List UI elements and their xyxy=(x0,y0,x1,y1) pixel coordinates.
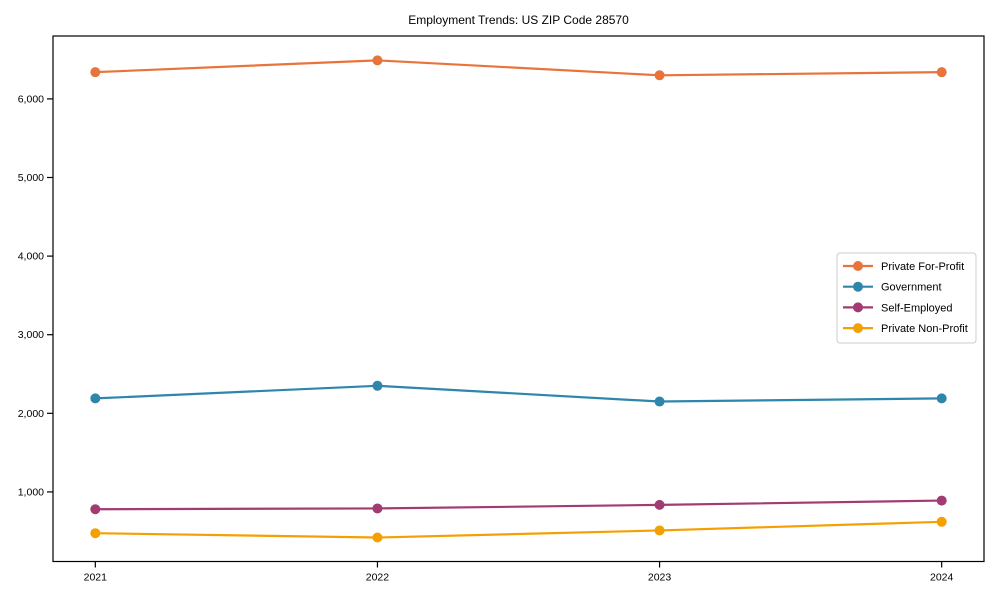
series-line-government xyxy=(95,384,942,403)
chart-title: Employment Trends: US ZIP Code 28570 xyxy=(408,13,629,27)
series-marker-government xyxy=(372,380,383,391)
x-tick-label: 2024 xyxy=(930,572,954,584)
legend-marker-sample xyxy=(853,323,863,334)
series-line-self-employed xyxy=(95,499,942,511)
series-marker-self-employed xyxy=(654,499,665,510)
series-marker-self-employed xyxy=(90,504,101,515)
series-line-private-for-profit xyxy=(95,59,942,77)
series-marker-private-for-profit xyxy=(654,70,665,81)
legend-marker-sample xyxy=(853,281,863,292)
legend-marker-sample xyxy=(853,261,863,271)
plot-border xyxy=(52,35,985,563)
series-marker-government xyxy=(654,396,665,407)
series-marker-government xyxy=(936,393,947,404)
legend-label: Private Non-Profit xyxy=(881,323,968,335)
series-line-private-non-profit xyxy=(95,520,942,539)
series-marker-private-for-profit xyxy=(90,67,101,78)
legend-marker-sample xyxy=(853,302,863,313)
series-marker-private-non-profit xyxy=(90,528,101,539)
series-marker-private-for-profit xyxy=(372,55,383,66)
series-marker-self-employed xyxy=(372,503,383,514)
x-tick-label: 2021 xyxy=(84,572,108,584)
legend-label: Private For-Profit xyxy=(881,261,964,273)
y-tick-label: 3,000 xyxy=(18,329,44,341)
series-marker-private-non-profit xyxy=(372,532,383,543)
series-marker-private-non-profit xyxy=(936,516,947,527)
y-tick-label: 2,000 xyxy=(18,408,44,420)
series-marker-private-non-profit xyxy=(654,525,665,536)
y-tick-label: 5,000 xyxy=(18,172,44,184)
legend-box xyxy=(836,252,977,344)
x-tick-label: 2022 xyxy=(366,572,390,584)
y-tick-label: 4,000 xyxy=(18,251,44,263)
series-marker-government xyxy=(90,393,101,404)
y-tick-label: 6,000 xyxy=(18,93,44,105)
y-tick-label: 1,000 xyxy=(18,486,44,498)
series-marker-self-employed xyxy=(936,495,947,506)
legend-label: Government xyxy=(881,282,942,294)
x-tick-label: 2023 xyxy=(648,572,672,584)
legend-label: Self-Employed xyxy=(881,302,953,314)
series-marker-private-for-profit xyxy=(936,67,947,78)
